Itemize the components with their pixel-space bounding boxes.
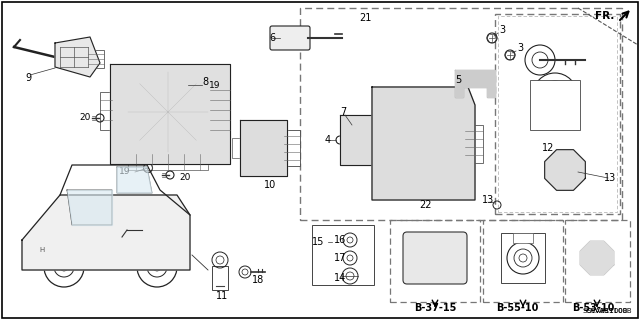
Bar xyxy=(88,50,104,68)
Text: 10: 10 xyxy=(264,180,276,190)
Text: 9: 9 xyxy=(25,73,31,83)
Polygon shape xyxy=(67,190,112,225)
Text: 15: 15 xyxy=(312,237,324,247)
Bar xyxy=(395,90,445,125)
Text: FR.: FR. xyxy=(595,11,614,21)
Bar xyxy=(565,220,630,302)
Bar xyxy=(128,154,208,170)
Bar xyxy=(340,151,346,159)
Text: 21: 21 xyxy=(359,13,371,23)
Text: 13: 13 xyxy=(604,173,616,183)
Bar xyxy=(312,225,374,285)
Text: 14: 14 xyxy=(334,273,346,283)
Text: B-37-15: B-37-15 xyxy=(414,303,456,313)
Polygon shape xyxy=(22,195,190,270)
Text: 17: 17 xyxy=(334,253,346,263)
Bar xyxy=(100,92,112,130)
FancyBboxPatch shape xyxy=(403,232,467,284)
Polygon shape xyxy=(117,167,152,193)
Text: 12: 12 xyxy=(542,143,554,153)
Bar xyxy=(27,255,57,267)
Text: B-55-10: B-55-10 xyxy=(496,303,538,313)
Bar xyxy=(284,130,300,166)
Text: 3: 3 xyxy=(517,43,523,53)
Bar xyxy=(498,16,617,212)
Text: 16: 16 xyxy=(334,235,346,245)
Polygon shape xyxy=(340,115,373,165)
Text: H: H xyxy=(40,247,45,253)
Text: 18: 18 xyxy=(252,275,264,285)
Text: 20: 20 xyxy=(79,114,91,123)
Polygon shape xyxy=(455,70,495,97)
Polygon shape xyxy=(580,241,614,275)
Text: 22: 22 xyxy=(419,200,431,210)
Bar xyxy=(212,266,228,290)
Bar xyxy=(210,82,230,142)
Text: 19: 19 xyxy=(209,81,221,90)
Bar xyxy=(282,33,298,43)
Bar xyxy=(390,220,480,302)
Polygon shape xyxy=(545,150,586,190)
Text: 11: 11 xyxy=(216,291,228,301)
Polygon shape xyxy=(55,37,100,77)
Polygon shape xyxy=(240,120,287,176)
Bar xyxy=(530,80,580,130)
Text: SCVAB1100B: SCVAB1100B xyxy=(586,308,632,314)
Bar xyxy=(513,233,533,243)
Text: 8: 8 xyxy=(202,77,208,87)
Bar xyxy=(465,125,483,163)
Text: SCVAB1100B: SCVAB1100B xyxy=(582,308,628,314)
Text: 13: 13 xyxy=(482,195,494,205)
Bar xyxy=(483,220,563,302)
Text: 20: 20 xyxy=(179,173,191,182)
Bar xyxy=(495,14,620,214)
Bar xyxy=(501,233,545,283)
Bar xyxy=(340,121,346,129)
Text: 3: 3 xyxy=(499,25,505,35)
FancyBboxPatch shape xyxy=(270,26,310,50)
Text: 6: 6 xyxy=(269,33,275,43)
Polygon shape xyxy=(372,87,475,200)
Text: 4: 4 xyxy=(325,135,331,145)
Text: 7: 7 xyxy=(340,107,346,117)
Bar xyxy=(232,138,242,158)
Text: 5: 5 xyxy=(455,75,461,85)
Text: B-53-10: B-53-10 xyxy=(572,303,614,313)
Bar xyxy=(300,8,622,220)
Polygon shape xyxy=(110,64,230,164)
Text: 19: 19 xyxy=(119,167,131,177)
